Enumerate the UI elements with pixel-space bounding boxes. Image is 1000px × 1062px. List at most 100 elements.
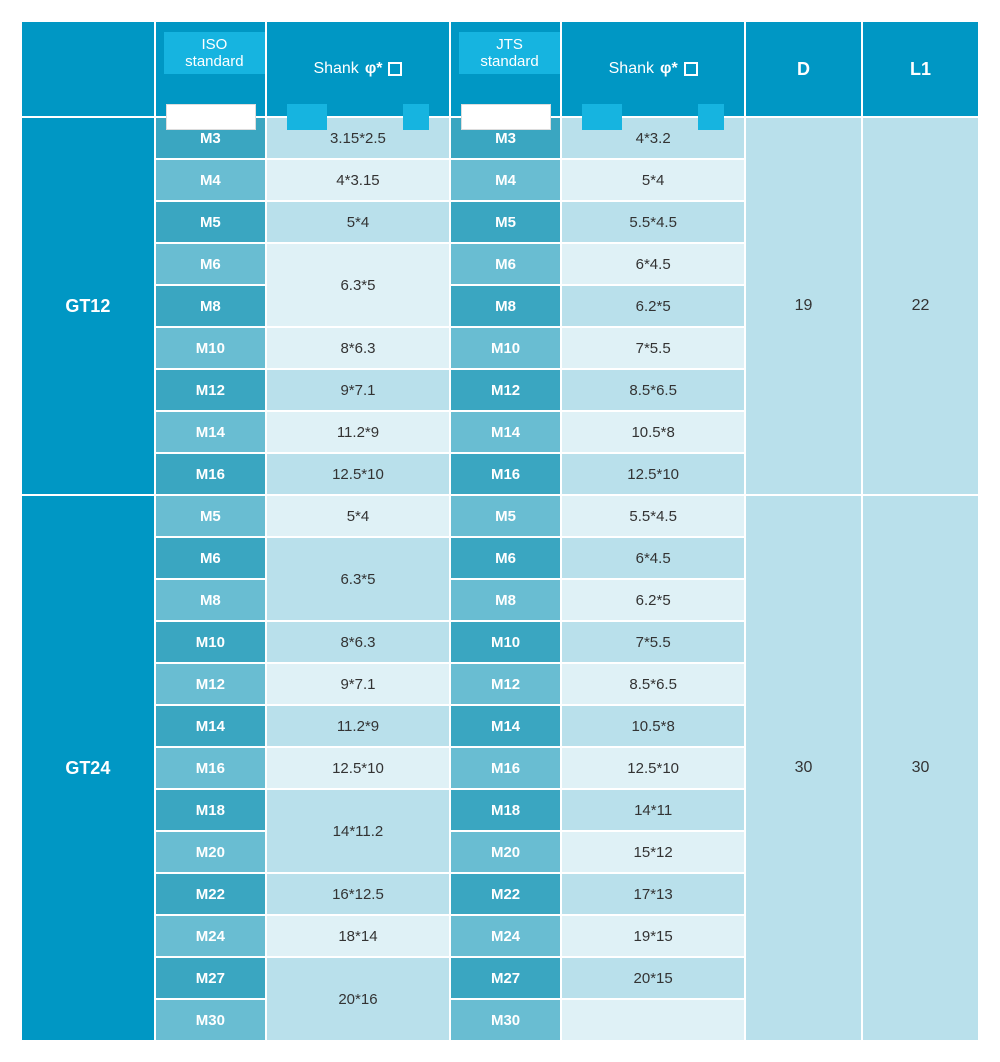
- jts-size-cell: M5: [450, 201, 561, 243]
- iso-shank-cell: 16*12.5: [266, 873, 450, 915]
- iso-size-cell: M4: [155, 159, 266, 201]
- iso-shank-cell: 6.3*5: [266, 243, 450, 327]
- phi-label: φ*: [365, 60, 383, 78]
- d-cell: 19: [745, 117, 862, 495]
- jts-size-cell: M20: [450, 831, 561, 873]
- jts-shank-cell: 6*4.5: [561, 243, 745, 285]
- iso-size-cell: M10: [155, 327, 266, 369]
- header-d: D: [745, 21, 862, 117]
- jts-size-cell: M14: [450, 411, 561, 453]
- shank-label: Shank: [313, 60, 358, 78]
- iso-shank-cell: 4*3.15: [266, 159, 450, 201]
- iso-size-cell: M6: [155, 243, 266, 285]
- iso-size-cell: M14: [155, 705, 266, 747]
- iso-size-cell: M18: [155, 789, 266, 831]
- iso-shank-cell: 14*11.2: [266, 789, 450, 873]
- iso-chip-2: [403, 104, 429, 130]
- jts-size-cell: M12: [450, 663, 561, 705]
- jts-chip-1: [582, 104, 622, 130]
- jts-shank-cell: 10.5*8: [561, 411, 745, 453]
- jts-shank-cell: 17*13: [561, 873, 745, 915]
- iso-size-cell: M10: [155, 621, 266, 663]
- jts-shank-cell: 6.2*5: [561, 579, 745, 621]
- jts-shank-cell: 5.5*4.5: [561, 495, 745, 537]
- header-iso-shank: Shank φ*: [266, 21, 450, 117]
- iso-size-cell: M5: [155, 495, 266, 537]
- jts-shank-cell: 7*5.5: [561, 327, 745, 369]
- group-name: GT24: [21, 495, 155, 1041]
- iso-shank-cell: 9*7.1: [266, 369, 450, 411]
- jts-shank-cell: 7*5.5: [561, 621, 745, 663]
- iso-shank-cell: 6.3*5: [266, 537, 450, 621]
- iso-shank-cell: 18*14: [266, 915, 450, 957]
- square-icon: [684, 62, 698, 76]
- jts-shank-cell: 14*11: [561, 789, 745, 831]
- jts-size-cell: M5: [450, 495, 561, 537]
- jts-size-cell: M8: [450, 285, 561, 327]
- jts-standard-label: JTS standard: [459, 32, 560, 74]
- jts-size-cell: M18: [450, 789, 561, 831]
- iso-shank-cell: 5*4: [266, 495, 450, 537]
- iso-size-cell: M20: [155, 831, 266, 873]
- iso-size-cell: M8: [155, 579, 266, 621]
- jts-shank-cell: 8.5*6.5: [561, 663, 745, 705]
- jts-size-cell: M10: [450, 327, 561, 369]
- group-name: GT12: [21, 117, 155, 495]
- jts-shank-cell: 10.5*8: [561, 705, 745, 747]
- iso-shank-cell: 8*6.3: [266, 327, 450, 369]
- iso-size-cell: M22: [155, 873, 266, 915]
- jts-shank-cell: 8.5*6.5: [561, 369, 745, 411]
- d-cell: 30: [745, 495, 862, 1041]
- jts-size-cell: M6: [450, 537, 561, 579]
- iso-blank-box: [166, 104, 256, 130]
- jts-size-cell: M6: [450, 243, 561, 285]
- jts-shank-cell: 19*15: [561, 915, 745, 957]
- iso-size-cell: M12: [155, 663, 266, 705]
- jts-shank-cell: 12.5*10: [561, 747, 745, 789]
- jts-size-cell: M4: [450, 159, 561, 201]
- l1-cell: 22: [862, 117, 979, 495]
- header-jts-size: JTS standard: [450, 21, 561, 117]
- iso-size-cell: M27: [155, 957, 266, 999]
- jts-blank-box: [461, 104, 551, 130]
- iso-shank-cell: 11.2*9: [266, 705, 450, 747]
- iso-shank-cell: 8*6.3: [266, 621, 450, 663]
- jts-size-cell: M24: [450, 915, 561, 957]
- iso-size-cell: M12: [155, 369, 266, 411]
- jts-shank-cell: 15*12: [561, 831, 745, 873]
- phi-label: φ*: [660, 60, 678, 78]
- iso-shank-cell: 12.5*10: [266, 747, 450, 789]
- iso-size-cell: M6: [155, 537, 266, 579]
- iso-chip-1: [287, 104, 327, 130]
- jts-shank-cell: 20*15: [561, 957, 745, 999]
- iso-size-cell: M16: [155, 747, 266, 789]
- header-iso-size: ISO standard: [155, 21, 266, 117]
- l1-cell: 30: [862, 495, 979, 1041]
- jts-shank-cell: 5*4: [561, 159, 745, 201]
- iso-shank-cell: 9*7.1: [266, 663, 450, 705]
- shank-label: Shank: [609, 60, 654, 78]
- jts-size-cell: M16: [450, 453, 561, 495]
- square-icon: [388, 62, 402, 76]
- shank-spec-table: ISO standard Shank φ* JTS standard Shank: [20, 20, 980, 1042]
- jts-size-cell: M27: [450, 957, 561, 999]
- jts-shank-cell: 5.5*4.5: [561, 201, 745, 243]
- iso-shank-cell: 5*4: [266, 201, 450, 243]
- table-body: GT12M33.15*2.5M34*3.21922M44*3.15M45*4M5…: [21, 117, 979, 1041]
- jts-shank-cell: 6*4.5: [561, 537, 745, 579]
- jts-size-cell: M8: [450, 579, 561, 621]
- iso-shank-cell: 12.5*10: [266, 453, 450, 495]
- jts-size-cell: M14: [450, 705, 561, 747]
- iso-standard-label: ISO standard: [164, 32, 265, 74]
- iso-size-cell: M8: [155, 285, 266, 327]
- jts-size-cell: M12: [450, 369, 561, 411]
- jts-shank-cell: 6.2*5: [561, 285, 745, 327]
- iso-size-cell: M5: [155, 201, 266, 243]
- jts-shank-cell: 12.5*10: [561, 453, 745, 495]
- iso-size-cell: M24: [155, 915, 266, 957]
- jts-chip-2: [698, 104, 724, 130]
- header-blank: [21, 21, 155, 117]
- iso-shank-cell: 20*16: [266, 957, 450, 1041]
- iso-shank-cell: 11.2*9: [266, 411, 450, 453]
- iso-size-cell: M14: [155, 411, 266, 453]
